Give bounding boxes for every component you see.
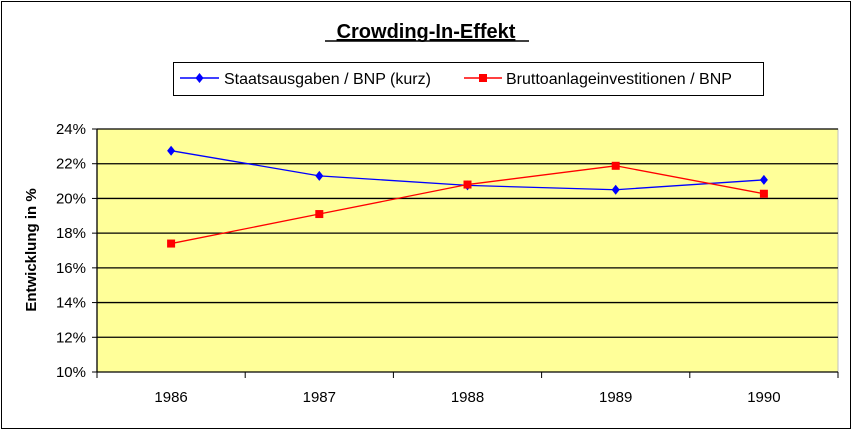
y-tick-label: 10%: [56, 364, 86, 381]
legend-box: [173, 62, 764, 96]
data-point-square: [167, 239, 176, 248]
legend-marker-1: [479, 74, 487, 82]
x-tick-label: 1988: [451, 389, 484, 406]
data-point-diamond: [759, 174, 768, 185]
x-tick-label: 1987: [303, 389, 336, 406]
y-tick-label: 22%: [56, 156, 86, 173]
y-tick-label: 18%: [56, 225, 86, 242]
y-tick-label: 20%: [56, 190, 86, 207]
legend-label-1: Bruttoanlageinvestitionen / BNP: [506, 71, 732, 88]
x-tick-label: 1990: [747, 389, 780, 406]
data-point-diamond: [611, 184, 620, 195]
y-tick-label: 16%: [56, 260, 86, 277]
y-tick-label: 12%: [56, 329, 86, 346]
data-point-square: [463, 180, 472, 189]
x-tick-label: 1986: [154, 389, 187, 406]
y-axis-label: Entwicklung in %: [23, 188, 40, 311]
data-point-square: [759, 189, 768, 198]
legend: Staatsausgaben / BNP (kurz) Bruttoanlage…: [173, 62, 764, 96]
data-point-square: [315, 210, 324, 219]
y-tick-label: 14%: [56, 295, 86, 312]
chart-title: Crowding-In-Effekt: [337, 21, 516, 43]
y-tick-label: 24%: [56, 121, 86, 138]
legend-label-0: Staatsausgaben / BNP (kurz): [224, 71, 431, 88]
data-point-square: [611, 161, 620, 170]
x-tick-label: 1989: [599, 389, 632, 406]
plot-area: [96, 128, 839, 373]
legend-marker-0: [195, 73, 204, 83]
data-point-diamond: [315, 170, 324, 181]
data-point-diamond: [167, 145, 176, 156]
